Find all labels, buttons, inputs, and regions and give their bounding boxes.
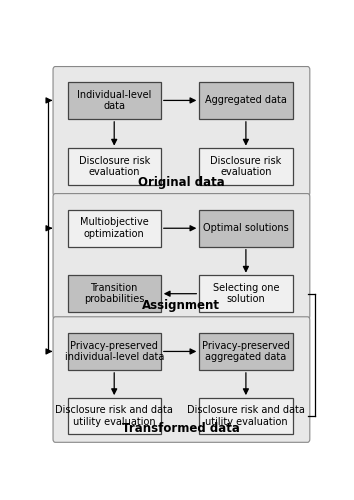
Text: Assignment: Assignment — [142, 298, 221, 312]
Text: Individual-level
data: Individual-level data — [77, 90, 152, 111]
Text: Disclosure risk
evaluation: Disclosure risk evaluation — [210, 156, 281, 178]
Bar — [199, 333, 292, 370]
Text: Disclosure risk and data
utility evaluation: Disclosure risk and data utility evaluat… — [55, 406, 173, 427]
Text: Aggregated data: Aggregated data — [205, 96, 287, 106]
Bar — [68, 398, 161, 434]
Bar — [199, 276, 292, 312]
Text: Original data: Original data — [138, 176, 225, 188]
Bar — [68, 210, 161, 246]
Bar — [68, 82, 161, 118]
Text: Selecting one
solution: Selecting one solution — [213, 283, 279, 304]
Text: Privacy-preserved
aggregated data: Privacy-preserved aggregated data — [202, 340, 290, 362]
Text: Optimal solutions: Optimal solutions — [203, 223, 289, 233]
Text: Disclosure risk and data
utility evaluation: Disclosure risk and data utility evaluat… — [187, 406, 305, 427]
Text: Transformed data: Transformed data — [122, 422, 240, 435]
Text: Multiobjective
optimization: Multiobjective optimization — [80, 218, 149, 239]
FancyBboxPatch shape — [53, 194, 310, 319]
Bar — [68, 333, 161, 370]
Text: Privacy-preserved
individual-level data: Privacy-preserved individual-level data — [64, 340, 164, 362]
Bar — [68, 148, 161, 185]
FancyBboxPatch shape — [53, 66, 310, 196]
Bar — [199, 398, 292, 434]
Bar — [199, 82, 292, 118]
Text: Disclosure risk
evaluation: Disclosure risk evaluation — [79, 156, 150, 178]
Bar — [199, 148, 292, 185]
Bar — [199, 210, 292, 246]
FancyBboxPatch shape — [53, 317, 310, 442]
Text: Transition
probabilities: Transition probabilities — [84, 283, 144, 304]
Bar — [68, 276, 161, 312]
